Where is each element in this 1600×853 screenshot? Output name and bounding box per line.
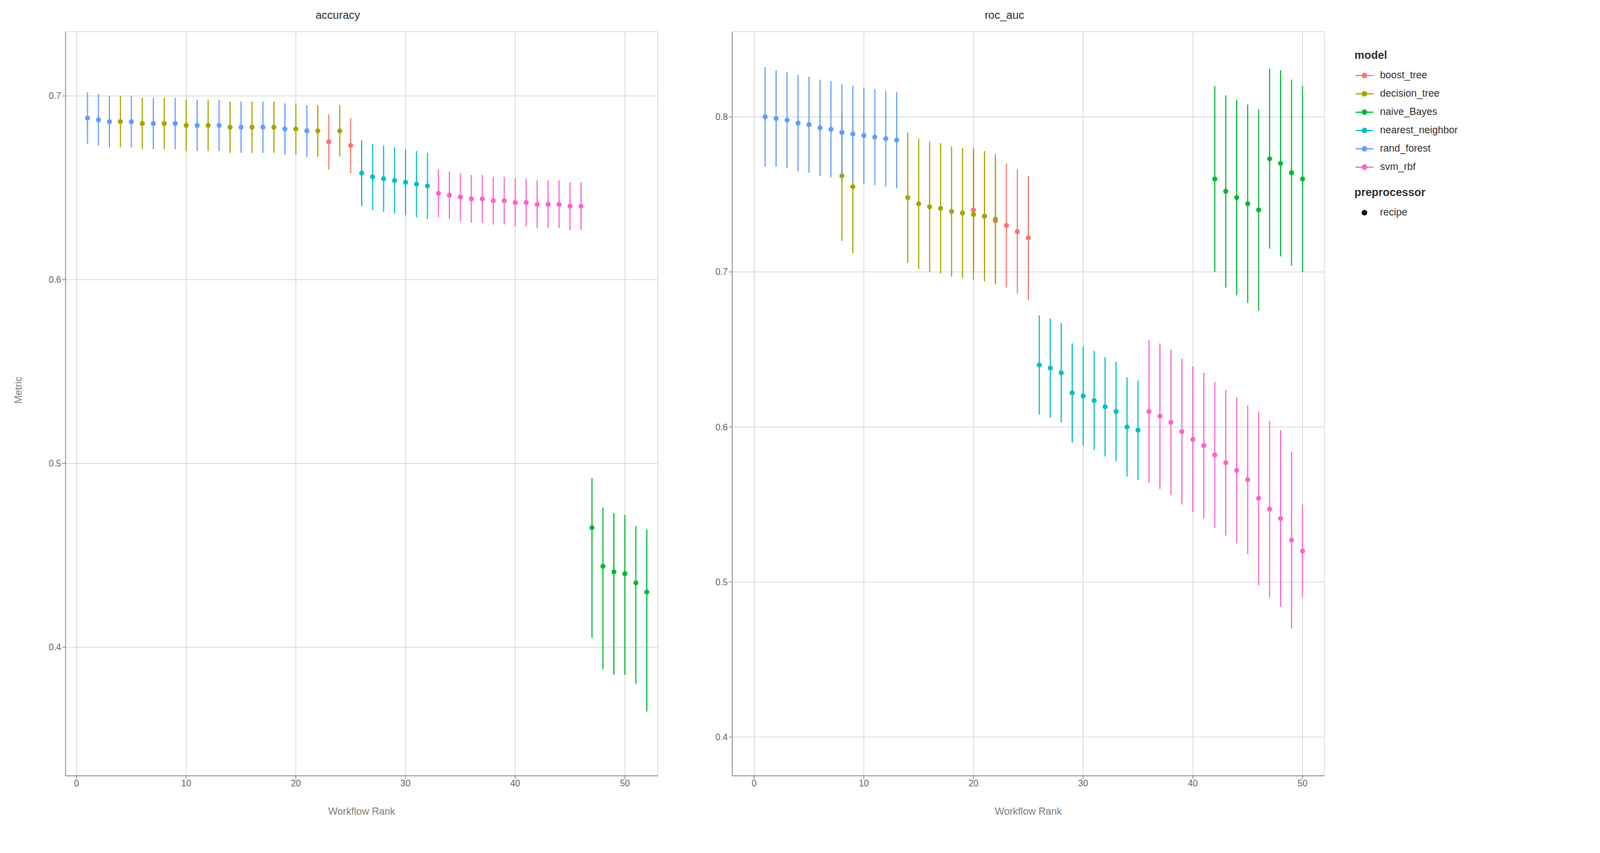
html-text:accuracy: accuracy [315,8,360,22]
svg-text:0.6: 0.6 [48,275,62,285]
html-text:model: model [1354,48,1388,62]
svg-text:0.5: 0.5 [715,577,728,588]
svg-text:0.8: 0.8 [715,112,728,122]
svg-text:0.4: 0.4 [715,732,728,743]
svg-text:0.7: 0.7 [48,91,62,101]
html-text:rand_forest: rand_forest [1380,142,1431,154]
svg-text:0.5: 0.5 [48,458,62,469]
svg-text:20: 20 [291,778,302,789]
svg-text:0.4: 0.4 [48,642,62,653]
html-text:preprocessor: preprocessor [1354,186,1426,199]
html-text:nearest_neighbor: nearest_neighbor [1380,124,1458,136]
svg-text:0: 0 [73,778,79,789]
svg-text:Workflow Rank: Workflow Rank [328,806,397,818]
svg-text:50: 50 [1297,778,1308,789]
html-text:svm_rbf: svm_rbf [1380,161,1416,173]
svg-text:10: 10 [858,778,869,789]
svg-text:40: 40 [510,778,520,789]
svg-text:0.7: 0.7 [715,267,728,277]
svg-text:20: 20 [968,778,979,789]
svg-text:30: 30 [400,778,411,789]
html-text:naive_Bayes: naive_Bayes [1380,106,1438,118]
svg-text:Workflow Rank: Workflow Rank [995,806,1063,818]
html-text:decision_tree: decision_tree [1380,87,1440,99]
svg-text:10: 10 [181,778,192,789]
html-text:roc_auc: roc_auc [984,8,1025,22]
svg-text:0: 0 [751,778,757,789]
svg-text:40: 40 [1187,778,1198,789]
svg-text:0.6: 0.6 [715,422,728,433]
svg-text:30: 30 [1078,778,1089,789]
svg-text:50: 50 [620,778,630,789]
html-text:recipe: recipe [1380,206,1408,218]
html-text:boost_tree: boost_tree [1380,69,1428,81]
svg-text:Metric: Metric [12,376,24,404]
